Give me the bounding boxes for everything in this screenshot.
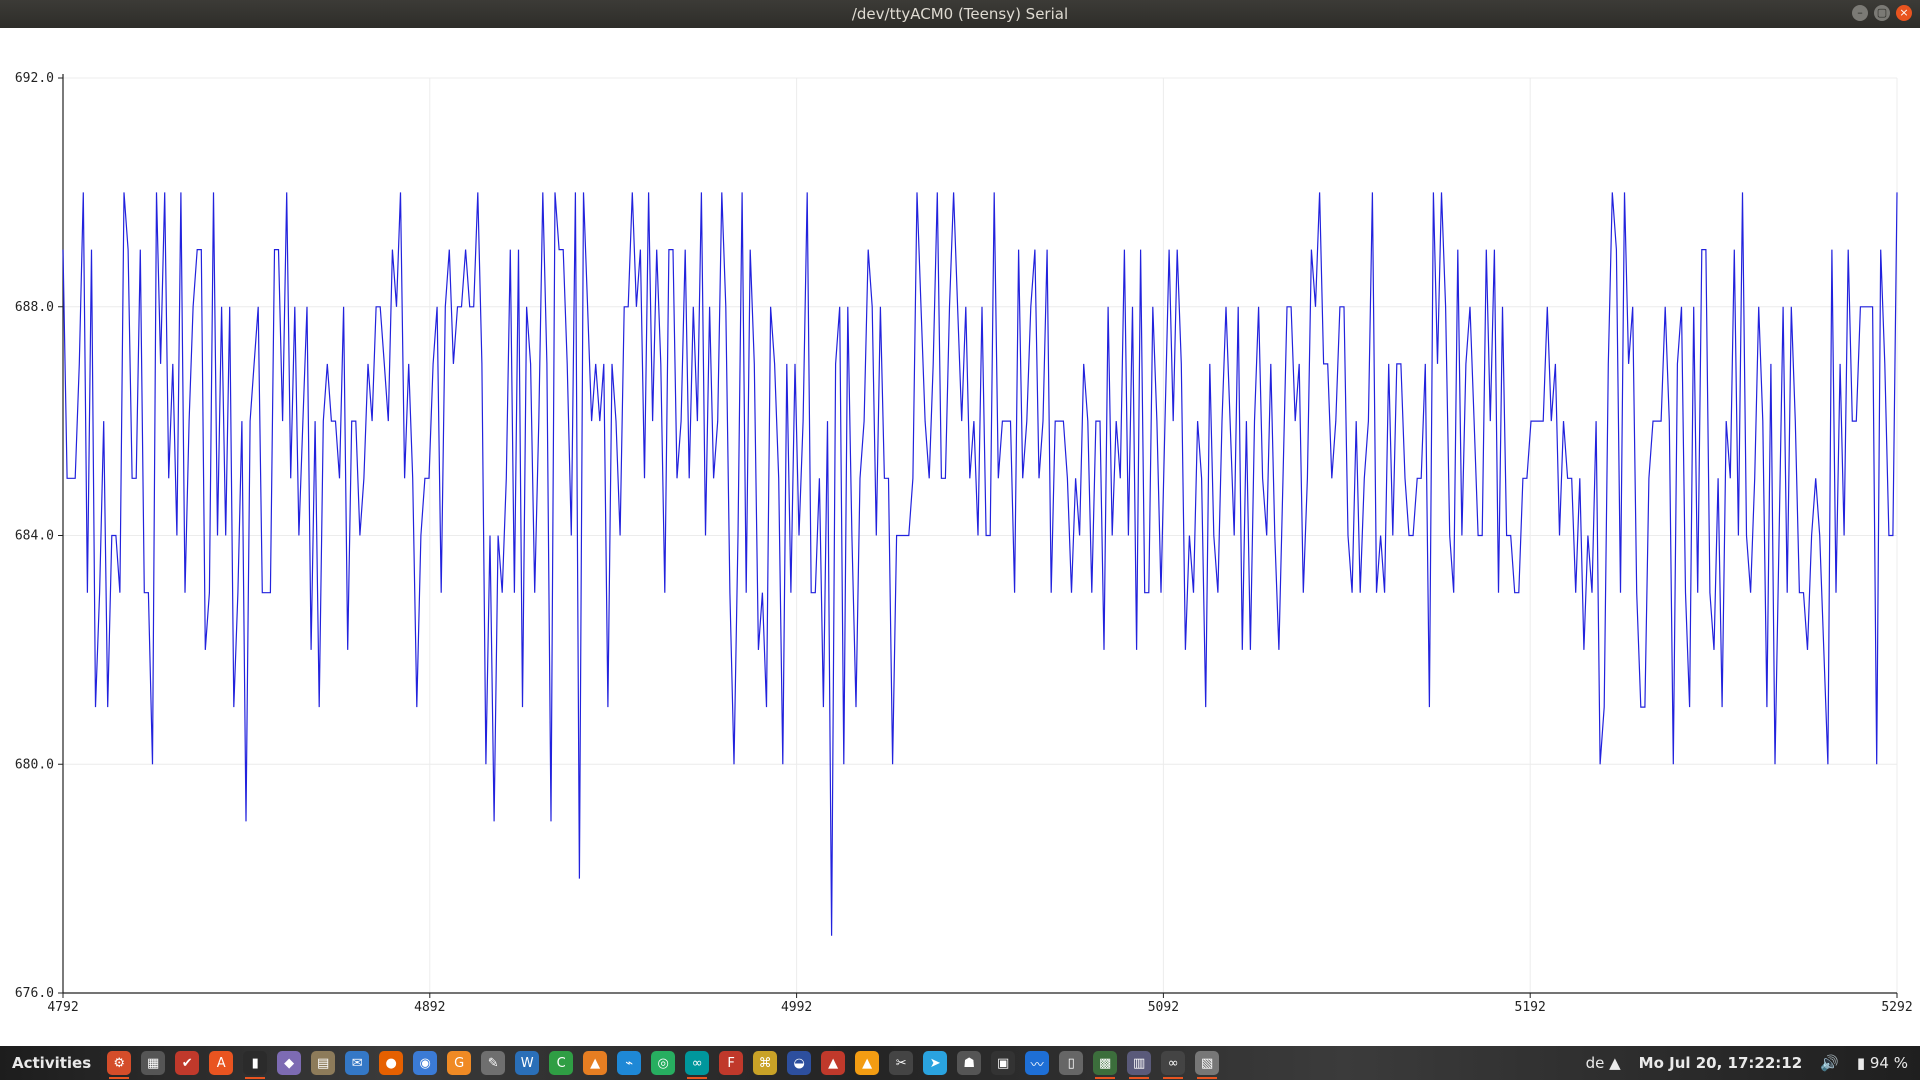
blocks-icon[interactable]: ▲ (583, 1051, 608, 1075)
chromium-icon[interactable]: ◉ (413, 1051, 438, 1075)
pcb-icon[interactable]: ▥ (1127, 1051, 1152, 1079)
maximize-button[interactable]: ▢ (1874, 5, 1890, 21)
kicad-icon[interactable]: ▩ (1093, 1051, 1118, 1079)
arduino-icon[interactable]: ∞ (685, 1051, 710, 1079)
diagram-icon[interactable]: ⌘ (753, 1051, 778, 1075)
battery-icon: ▮ (1856, 1054, 1866, 1072)
telegram-icon[interactable]: ➤ (923, 1051, 948, 1075)
y-tick-label: 684.0 (15, 529, 54, 544)
calc-icon[interactable]: C (549, 1051, 574, 1075)
clock[interactable]: Mo Jul 20, 17:22:12 (1638, 1054, 1803, 1072)
x-tick-label: 5192 (1515, 1000, 1546, 1015)
firefox-icon[interactable]: ● (379, 1051, 404, 1075)
volume-icon[interactable]: 🔊 (1820, 1054, 1839, 1072)
anki-icon[interactable]: ▲ (821, 1051, 846, 1075)
series-line (62, 192, 1898, 936)
x-tick-label: 4792 (47, 1000, 78, 1015)
clipper-icon[interactable]: ✂ (889, 1051, 914, 1075)
app-launcher: ⚙ ▦ ✔ A ▮ ◆ ▤ ✉ ● ◉ G ✎ W C ▲ ⌁ ◎ ∞ F ⌘ ◒ ▲ ▲ ✂ ➤ ☗ ▣ 〰 ▯ ▩ ▥ ∞ ▧ (107, 1051, 1220, 1079)
window-title: /dev/ttyACM0 (Teensy) Serial (851, 5, 1069, 23)
terminal-icon[interactable]: ▮ (243, 1051, 268, 1079)
crystal-icon[interactable]: ◆ (277, 1051, 302, 1075)
caret-up-icon: ▲ (1609, 1054, 1621, 1072)
vscode-icon[interactable]: ⌁ (617, 1051, 642, 1075)
editor-icon[interactable]: ✎ (481, 1051, 506, 1075)
x-tick-label: 4892 (414, 1000, 445, 1015)
window-titlebar[interactable]: /dev/ttyACM0 (Teensy) Serial – ▢ × (0, 0, 1920, 28)
minimize-button[interactable]: – (1852, 5, 1868, 21)
writer-icon[interactable]: W (515, 1051, 540, 1075)
taskbar: Activities ⚙ ▦ ✔ A ▮ ◆ ▤ ✉ ● ◉ G ✎ W C ▲ ⌁ ◎ ∞ F ⌘ ◒ ▲ ▲ ✂ ➤ ☗ ▣ 〰 ▯… (0, 1046, 1920, 1080)
battery-indicator[interactable]: ▮ 94 % (1856, 1054, 1908, 1072)
x-tick-label: 5092 (1148, 1000, 1179, 1015)
freecad-icon[interactable]: F (719, 1051, 744, 1075)
settings-icon[interactable]: ⚙ (107, 1051, 132, 1079)
y-tick-label: 688.0 (15, 300, 54, 315)
files-icon[interactable]: ▤ (311, 1051, 336, 1075)
serial-plotter: 692.0 688.0 684.0 680.0 676.0 4792 4892 4992 509… (0, 28, 1920, 1046)
glasses-icon[interactable]: ∞ (1161, 1051, 1186, 1079)
software-icon[interactable]: A (209, 1051, 234, 1075)
x-tick-label: 4992 (781, 1000, 812, 1015)
x-tick-label: 5292 (1881, 1000, 1912, 1015)
chat-icon[interactable]: ◎ (651, 1051, 676, 1075)
y-tick-label: 676.0 (15, 986, 54, 1001)
close-button[interactable]: × (1896, 5, 1912, 21)
keyboard-layout-indicator[interactable]: de ▲ (1585, 1054, 1621, 1072)
phone-icon[interactable]: ▯ (1059, 1051, 1084, 1075)
vpn-icon[interactable]: ◒ (787, 1051, 812, 1075)
pulse-icon[interactable]: 〰 (1025, 1051, 1050, 1075)
todo-icon[interactable]: ✔ (175, 1051, 200, 1075)
monitor-icon[interactable]: ▣ (991, 1051, 1016, 1075)
y-tick-label: 680.0 (15, 757, 54, 772)
calculator-icon[interactable]: ▦ (141, 1051, 166, 1075)
sync-icon[interactable]: G (447, 1051, 472, 1075)
activities-button[interactable]: Activities (12, 1054, 92, 1072)
notes-icon[interactable]: ▧ (1195, 1051, 1220, 1079)
window-controls: – ▢ × (1852, 5, 1912, 21)
y-tick-label: 692.0 (15, 71, 54, 86)
robot-icon[interactable]: ☗ (957, 1051, 982, 1075)
system-tray: de ▲ Mo Jul 20, 17:22:12 🔊 ▮ 94 % (1586, 1046, 1908, 1080)
mail-icon[interactable]: ✉ (345, 1051, 370, 1075)
vlc-icon[interactable]: ▲ (855, 1051, 880, 1075)
